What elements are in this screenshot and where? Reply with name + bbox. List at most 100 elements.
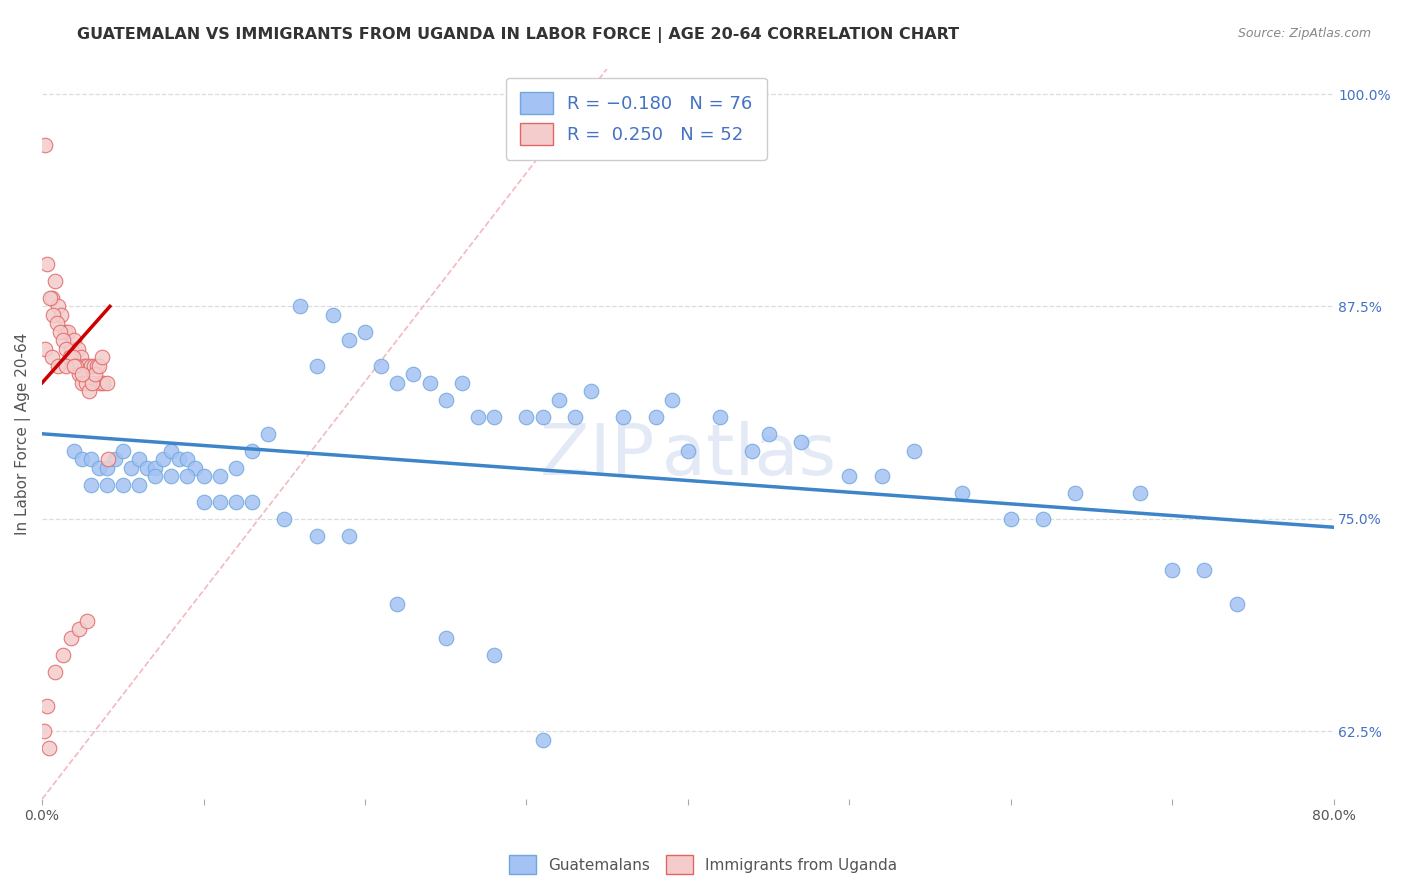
Point (305, 359, 328, 373)
Point (402, 368, 425, 382)
Point (65, 359, 87, 373)
Point (76, 614, 98, 628)
Point (96, 477, 118, 491)
Point (531, 409, 554, 424)
Point (96, 376, 118, 390)
Point (1226, 597, 1249, 611)
Point (128, 477, 150, 491)
Point (418, 376, 440, 390)
Point (337, 529, 360, 543)
Point (208, 494, 231, 508)
Point (152, 452, 174, 467)
Point (176, 452, 198, 467)
Point (1194, 563, 1216, 577)
Point (176, 469, 198, 483)
Point (564, 409, 586, 424)
Point (55, 342, 77, 356)
Point (46, 299, 69, 313)
Point (305, 529, 328, 543)
Point (97, 452, 120, 467)
Point (741, 443, 763, 458)
Point (169, 452, 191, 467)
Point (193, 494, 215, 508)
Point (387, 597, 409, 611)
Point (72, 452, 94, 467)
Point (51, 308, 73, 322)
Point (193, 469, 215, 483)
Point (143, 469, 166, 483)
Point (322, 308, 344, 322)
Point (89, 376, 111, 390)
Point (41, 351, 63, 365)
Point (612, 409, 634, 424)
Point (73, 359, 96, 373)
Point (70, 351, 93, 365)
Point (49, 325, 72, 339)
Text: GUATEMALAN VS IMMIGRANTS FROM UGANDA IN LABOR FORCE | AGE 20-64 CORRELATION CHAR: GUATEMALAN VS IMMIGRANTS FROM UGANDA IN … (77, 27, 959, 43)
Point (434, 392, 457, 407)
Point (96, 460, 118, 475)
Text: ZIP atlas: ZIP atlas (540, 421, 837, 491)
Point (38, 741, 60, 756)
Y-axis label: In Labor Force | Age 20-64: In Labor Force | Age 20-64 (15, 333, 31, 535)
Point (52, 648, 75, 662)
Point (90, 351, 112, 365)
Point (44, 274, 66, 288)
Point (79, 452, 101, 467)
Point (240, 494, 263, 508)
Point (66, 342, 89, 356)
Point (758, 426, 780, 441)
Point (84, 368, 107, 382)
Point (240, 443, 263, 458)
Legend: R = −0.180   N = 76, R =  0.250   N = 52: R = −0.180 N = 76, R = 0.250 N = 52 (506, 78, 766, 160)
Point (104, 452, 127, 467)
Point (34, 138, 56, 153)
Point (579, 384, 602, 399)
Point (676, 443, 699, 458)
Point (45, 317, 67, 331)
Point (225, 494, 247, 508)
Point (67, 622, 90, 636)
Point (387, 376, 409, 390)
Point (120, 460, 142, 475)
Point (136, 460, 159, 475)
Point (838, 469, 860, 483)
Point (35, 698, 58, 713)
Point (143, 460, 166, 475)
Point (482, 409, 505, 424)
Point (87, 460, 110, 475)
Point (53, 325, 76, 339)
Point (160, 469, 183, 483)
Point (354, 325, 377, 339)
Point (790, 435, 813, 450)
Point (128, 452, 150, 467)
Point (62, 351, 84, 365)
Text: Source: ZipAtlas.com: Source: ZipAtlas.com (1237, 27, 1371, 40)
Point (35, 257, 58, 271)
Point (111, 477, 134, 491)
Point (903, 443, 925, 458)
Point (75, 376, 97, 390)
Point (1000, 512, 1022, 526)
Point (370, 359, 392, 373)
Point (184, 460, 207, 475)
Point (547, 392, 569, 407)
Point (41, 291, 63, 305)
Point (208, 469, 231, 483)
Point (290, 299, 312, 313)
Point (83, 359, 105, 373)
Point (1064, 486, 1087, 500)
Point (1161, 563, 1184, 577)
Point (56, 325, 79, 339)
Point (72, 368, 94, 382)
Point (58, 351, 80, 365)
Point (52, 334, 75, 348)
Point (60, 342, 83, 356)
Point (950, 486, 973, 500)
Point (1032, 512, 1054, 526)
Point (46, 359, 69, 373)
Point (34, 342, 56, 356)
Point (337, 334, 360, 348)
Point (60, 631, 83, 645)
Point (467, 409, 489, 424)
